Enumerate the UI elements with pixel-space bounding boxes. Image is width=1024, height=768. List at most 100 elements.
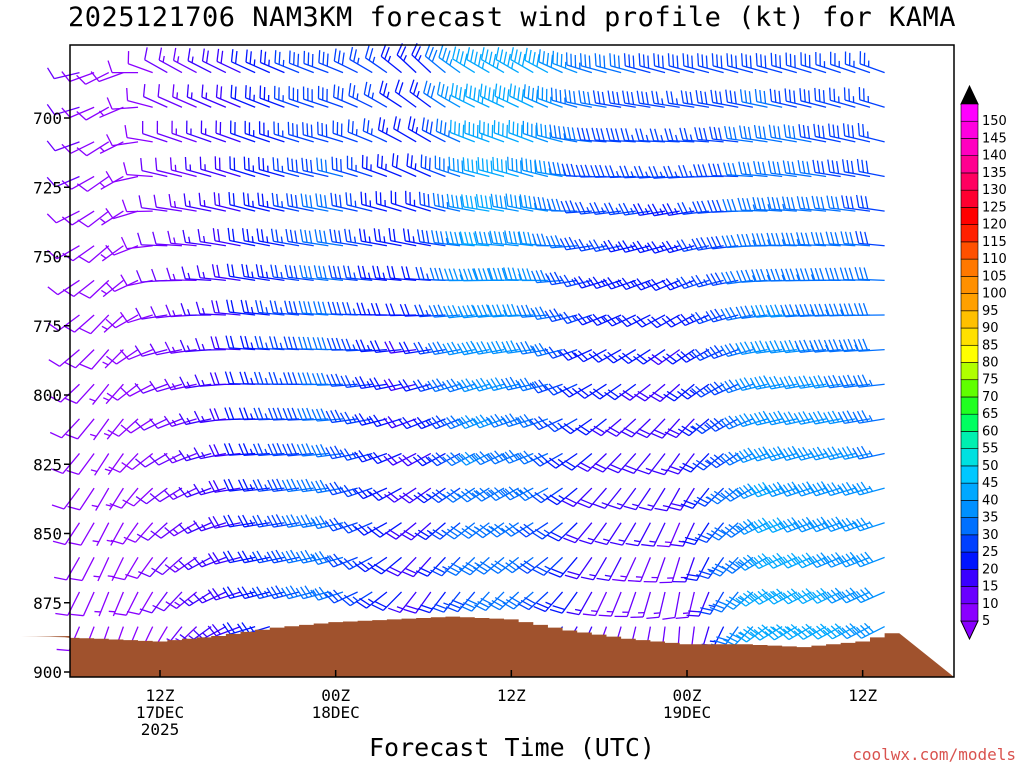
wind-barb [90, 453, 110, 476]
wind-barb [120, 274, 153, 287]
wind-barb [178, 556, 212, 571]
wind-barb [837, 551, 871, 568]
wind-barb [767, 160, 797, 178]
colorbar-segment [960, 172, 979, 191]
wind-barb [376, 154, 402, 178]
wind-barb [99, 210, 124, 226]
wind-barb [749, 517, 783, 534]
wind-barb [663, 383, 695, 402]
y-tick-label: 725 [33, 178, 62, 197]
wind-barb [91, 487, 110, 511]
wind-barb [458, 556, 490, 576]
x-tick-label3: 2025 [141, 720, 180, 739]
wind-barb [502, 591, 534, 610]
wind-barb [767, 196, 797, 212]
wind-barb [208, 444, 241, 457]
wind-barb [61, 71, 95, 83]
wind-barb [694, 127, 724, 143]
colorbar-label: 90 [982, 321, 999, 336]
wind-barb [488, 591, 520, 611]
wind-barb [853, 303, 885, 316]
wind-barb [164, 556, 197, 573]
wind-barb [779, 623, 812, 641]
wind-barb [423, 80, 446, 108]
wind-barb [646, 278, 680, 292]
wind-barb [46, 210, 80, 224]
wind-barb [647, 203, 680, 217]
wind-barb [515, 413, 549, 428]
wind-barb [201, 84, 227, 108]
wind-barb [186, 120, 212, 143]
wind-barb [677, 383, 710, 400]
wind-barb [705, 417, 739, 432]
wind-barb [137, 232, 168, 247]
wind-barb [230, 84, 256, 108]
x-tick-label: 12Z [497, 686, 526, 705]
wind-barb [358, 228, 388, 247]
wind-barb [647, 349, 681, 366]
wind-barb [822, 623, 856, 640]
wind-barb [288, 50, 314, 74]
wind-barb [466, 47, 490, 74]
wind-barb [369, 522, 402, 538]
wind-barb [139, 591, 168, 614]
wind-barb [178, 413, 212, 426]
wind-barb [602, 277, 636, 290]
wind-barb [310, 586, 344, 601]
wind-barb [180, 303, 212, 316]
wind-barb [485, 450, 519, 465]
wind-barb [852, 374, 885, 388]
wind-barb [823, 339, 856, 353]
x-axis-title: Forecast Time (UTC) [369, 733, 655, 762]
wind-barb [241, 263, 270, 281]
wind-barb [324, 517, 358, 532]
wind-barb [179, 591, 212, 607]
wind-barb [559, 311, 593, 325]
wind-barb [638, 53, 666, 74]
wind-barb [755, 53, 783, 74]
wind-barb [582, 591, 608, 617]
wind-barb [722, 591, 754, 610]
wind-barb [105, 279, 139, 293]
wind-barb [257, 192, 285, 212]
wind-barb [102, 349, 124, 369]
wind-barb [573, 349, 607, 363]
wind-barb [368, 414, 402, 428]
wind-barb [662, 591, 681, 620]
y-tick-label: 875 [33, 594, 62, 613]
wind-barb [684, 557, 710, 582]
wind-barb [735, 626, 768, 643]
wind-barb [815, 51, 841, 74]
wind-barb [643, 557, 666, 583]
wind-barb [735, 554, 768, 571]
wind-barb [691, 237, 724, 251]
credit-link[interactable]: coolwx.com/models [852, 745, 1016, 764]
wind-barb [841, 195, 871, 212]
wind-barb [665, 90, 695, 108]
wind-barb [598, 591, 622, 617]
wind-barb [138, 556, 168, 578]
wind-barb [255, 300, 285, 316]
wind-barb [302, 122, 329, 143]
wind-barb [659, 557, 681, 584]
wind-barb [99, 141, 124, 154]
wind-barb [255, 264, 285, 281]
wind-barb [372, 265, 402, 281]
colorbar-segment [960, 396, 979, 415]
wind-barb [412, 452, 446, 467]
wind-barb [530, 487, 563, 504]
wind-barb [811, 195, 841, 212]
y-tick-label: 900 [33, 663, 62, 682]
colorbar-label: 60 [982, 424, 999, 439]
colorbar-segment [960, 224, 979, 243]
wind-barb [559, 383, 593, 398]
colorbar-segment [960, 138, 979, 156]
wind-barb [179, 376, 212, 389]
chart-title: 2025121706 NAM3KM forecast wind profile … [67, 2, 957, 33]
wind-barb [412, 416, 446, 430]
wind-barb [103, 418, 124, 440]
x-tick-label: 12Z [146, 686, 175, 705]
wind-barb [676, 349, 710, 363]
wind-barb [347, 119, 373, 143]
